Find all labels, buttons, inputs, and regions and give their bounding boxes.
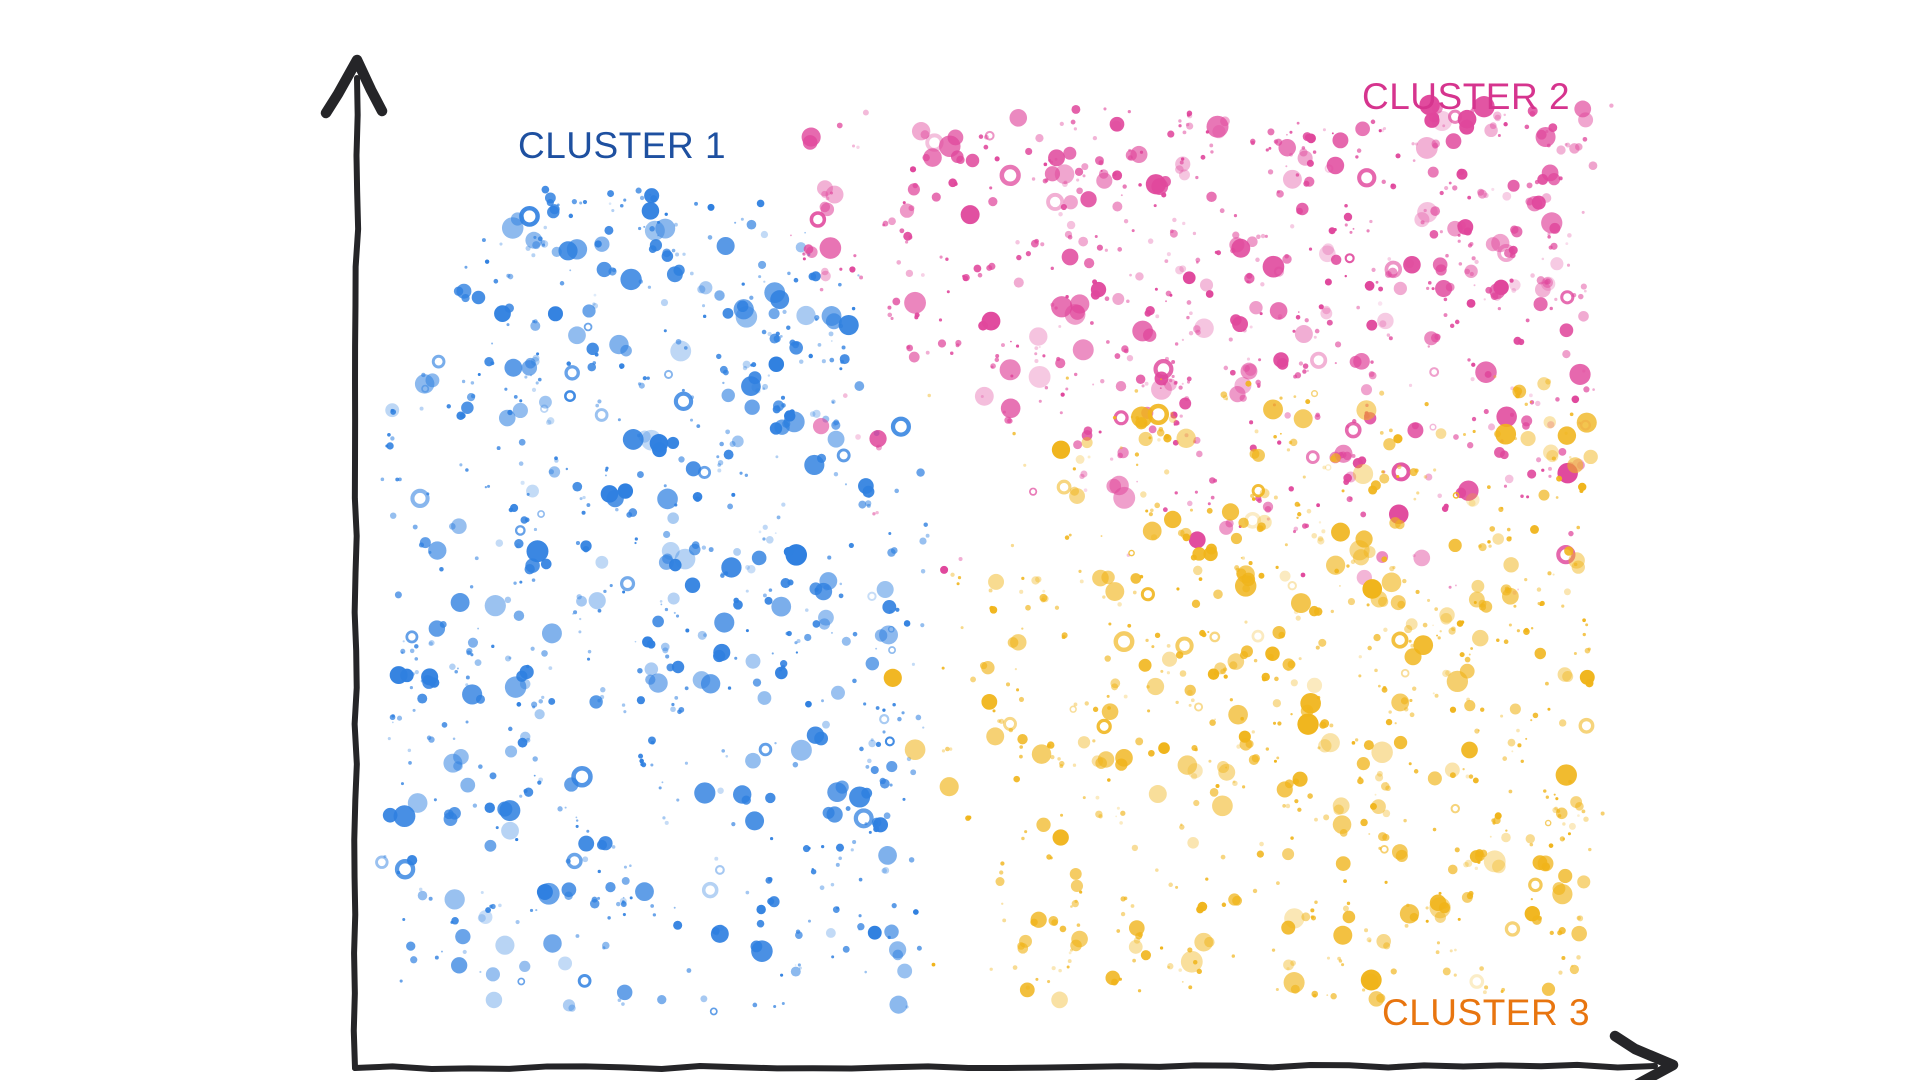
x-axis-arrow-icon	[1609, 1030, 1679, 1080]
y-axis-arrow-icon	[320, 54, 388, 119]
cluster-1-label: CLUSTER 1	[518, 125, 727, 166]
points-cluster-1	[375, 185, 930, 1016]
points-cluster-3	[883, 375, 1605, 1009]
y-axis-line	[350, 75, 362, 1071]
x-axis-line	[352, 1061, 1658, 1073]
points-cluster-2	[790, 94, 1614, 595]
cluster-3-label: CLUSTER 3	[1382, 992, 1591, 1033]
axis-group	[320, 54, 1679, 1080]
cluster-2-label: CLUSTER 2	[1362, 76, 1571, 117]
